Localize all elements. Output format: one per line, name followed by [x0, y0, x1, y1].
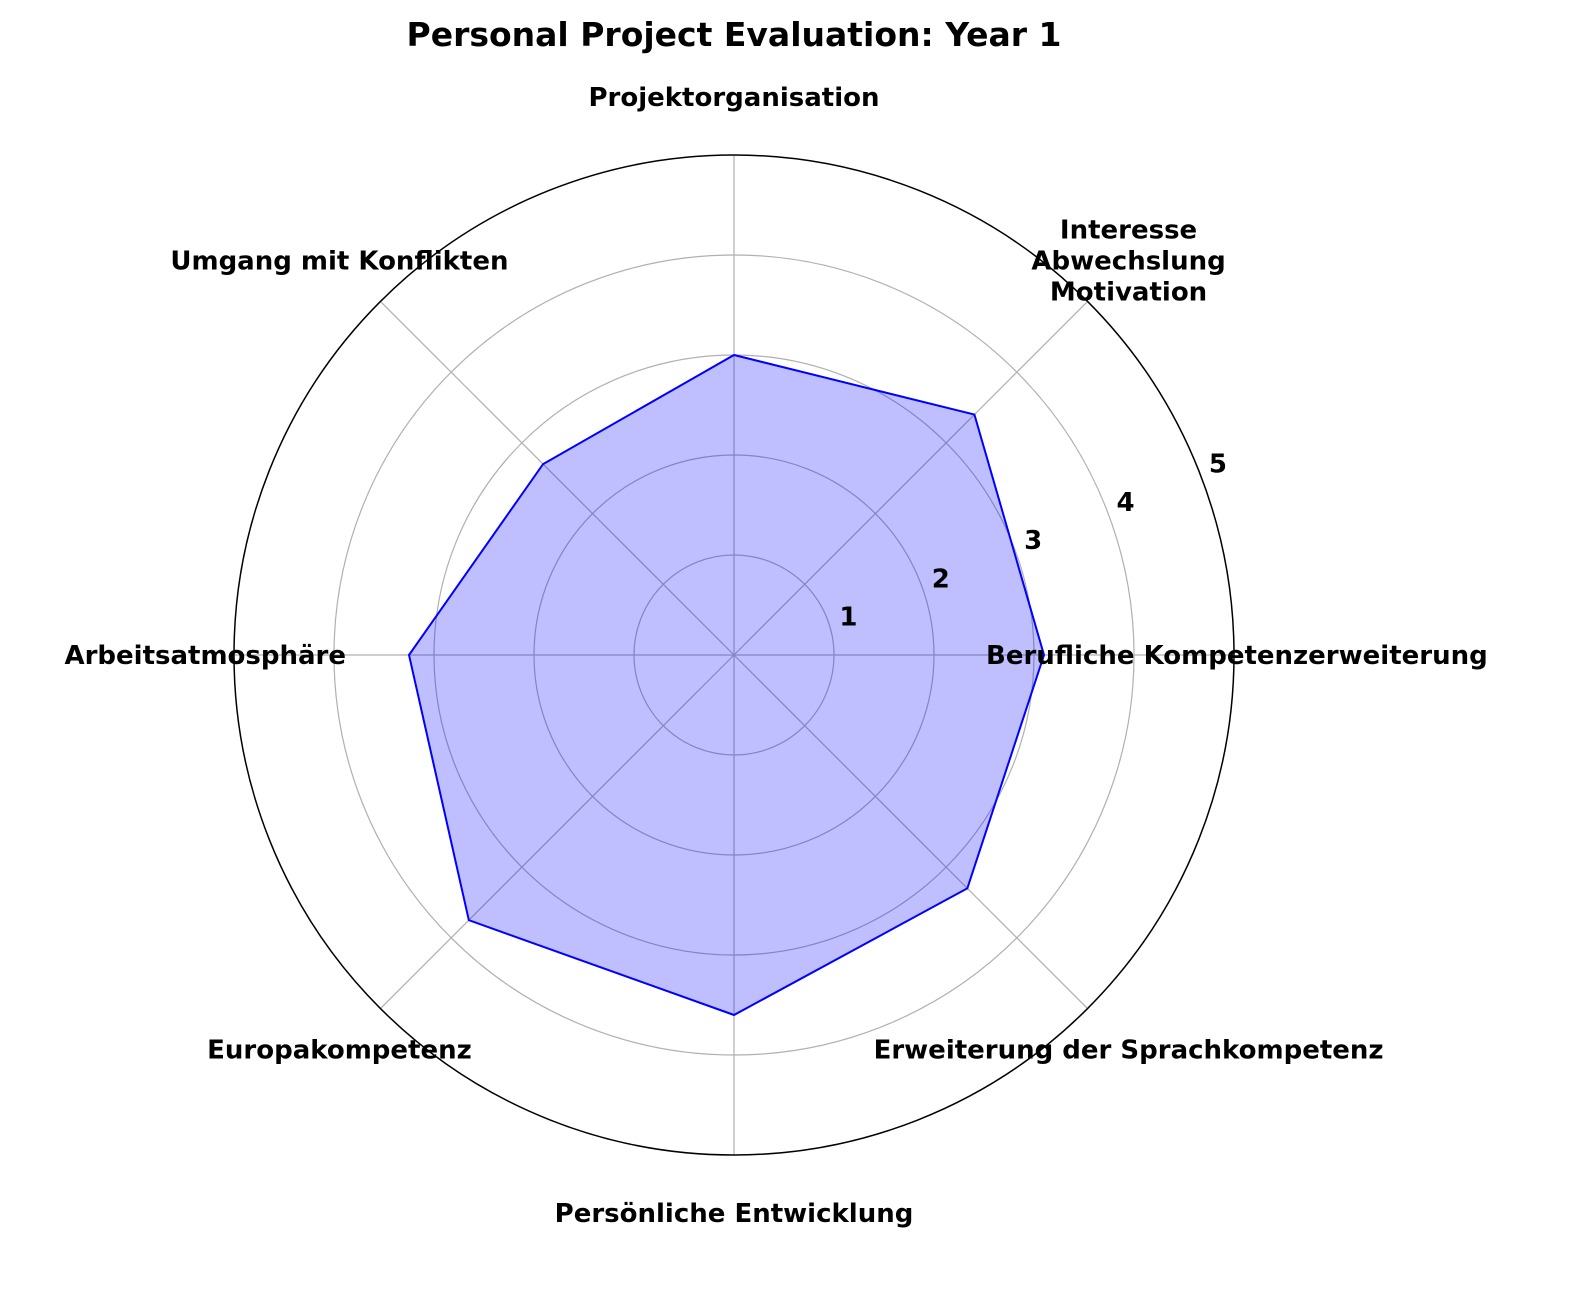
category-label: Europakompetenz — [207, 1036, 472, 1066]
category-label: Arbeitsatmosphäre — [64, 641, 346, 671]
category-labels: Berufliche Kompetenzerweiterung Interesse… — [64, 83, 1487, 1229]
category-label: Berufliche Kompetenzerweiterung — [986, 641, 1488, 671]
radial-tick-labels: 1 2 3 4 5 — [839, 450, 1227, 633]
radial-tick-label: 2 — [932, 564, 950, 594]
category-label: Interesse Abwechslung Motivation — [1031, 215, 1225, 307]
radar-grid — [233, 154, 1235, 1156]
spoke-line — [380, 654, 735, 1009]
category-label: Erweiterung der Sprachkompetenz — [874, 1036, 1384, 1066]
radial-tick-label: 5 — [1209, 450, 1227, 480]
radial-tick-label: 1 — [839, 603, 857, 633]
category-label: Projektorganisation — [588, 83, 879, 113]
radar-series — [407, 353, 1046, 1017]
series-area — [409, 355, 1044, 1015]
spoke-line — [733, 654, 1088, 1009]
radial-tick-label: 3 — [1024, 526, 1042, 556]
category-label: Umgang mit Konflikten — [170, 246, 508, 276]
series-line — [407, 353, 1046, 1017]
radial-tick-label: 4 — [1117, 488, 1135, 518]
outer-ring — [233, 154, 1235, 1156]
chart-title: Personal Project Evaluation: Year 1 — [407, 15, 1062, 54]
spoke-line — [380, 301, 735, 656]
spoke-line — [733, 301, 1088, 656]
category-label: Persönliche Entwicklung — [555, 1199, 914, 1229]
